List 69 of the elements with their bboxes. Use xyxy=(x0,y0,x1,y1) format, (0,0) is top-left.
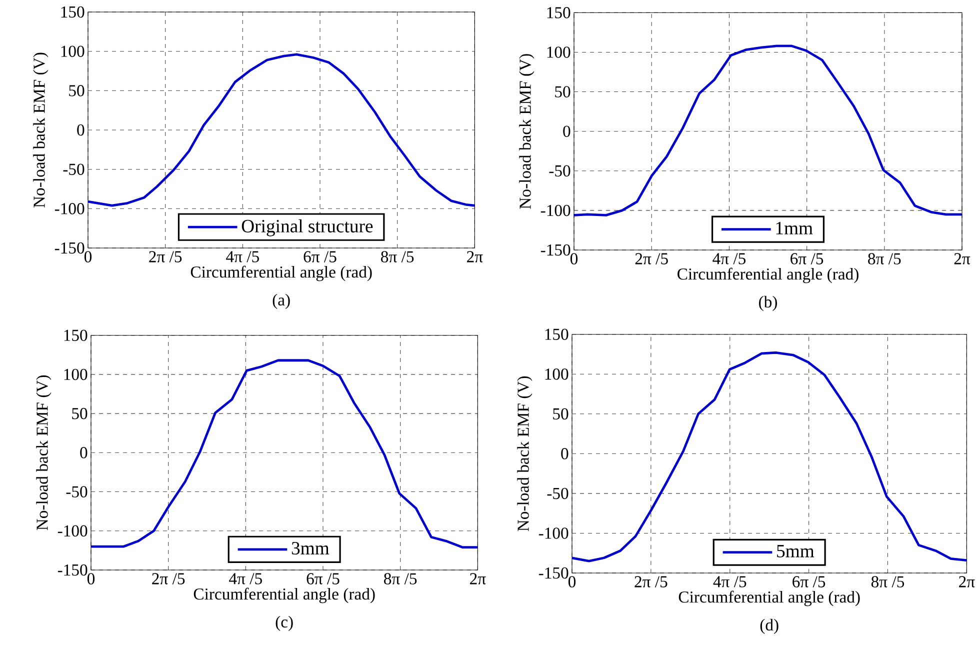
y-tick-label: -50 xyxy=(547,488,568,500)
x-tick-label: 0 xyxy=(570,253,578,264)
legend-label: 5mm xyxy=(777,544,814,558)
x-tick-label: 8π /5 xyxy=(381,251,414,262)
y-tick-label: 50 xyxy=(555,86,570,98)
y-axis-title: No-load back EMF (V) xyxy=(519,54,534,209)
text: (a) xyxy=(272,294,290,309)
y-tick-label: -50 xyxy=(549,165,570,177)
x-tick-label: 4π /5 xyxy=(713,576,746,588)
x-tick-label: 4π /5 xyxy=(226,251,259,262)
y-tick-label: 150 xyxy=(547,7,570,18)
text: (b) xyxy=(759,296,777,311)
legend-label: Original structure xyxy=(242,219,373,236)
x-tick-label: 0 xyxy=(87,573,95,584)
text: (c) xyxy=(276,616,293,631)
y-tick-label: 0 xyxy=(77,124,84,136)
y-tick-label: 50 xyxy=(553,408,568,420)
y-tick-label: -50 xyxy=(66,486,88,498)
y-axis-title: No-load back EMF (V) xyxy=(517,376,532,532)
y-tick-label: -150 xyxy=(54,242,84,254)
y-tick-label: 100 xyxy=(64,368,88,380)
y-tick-label: 150 xyxy=(64,330,88,341)
y-tick-label: -50 xyxy=(63,164,84,175)
x-tick-label: 2π /5 xyxy=(149,251,182,262)
y-tick-label: 150 xyxy=(545,328,568,340)
y-tick-label: 100 xyxy=(545,368,568,380)
legend-label: 3mm xyxy=(292,542,330,555)
x-tick-label: 8π /5 xyxy=(384,573,417,584)
x-tick-label: 2π /5 xyxy=(152,573,185,584)
x-tick-label: 6π /5 xyxy=(792,576,826,588)
x-tick-label: 8π /5 xyxy=(868,253,901,264)
x-axis-title: Circumferential angle (rad) xyxy=(678,268,858,284)
y-tick-label: 100 xyxy=(61,46,84,57)
y-tick-label: 150 xyxy=(61,6,84,18)
y-axis-title: No-load back EMF (V) xyxy=(33,52,48,208)
x-axis-title: Circumferential angle (rad) xyxy=(194,588,375,604)
x-axis-title: Circumferential angle (rad) xyxy=(190,266,372,282)
x-tick-label: 2π /5 xyxy=(634,576,668,588)
line-series xyxy=(86,53,476,207)
y-tick-label: 50 xyxy=(69,85,84,96)
y-tick-label: 50 xyxy=(72,408,88,420)
x-tick-label: 6π /5 xyxy=(790,253,824,264)
x-tick-label: 4π /5 xyxy=(229,573,262,584)
x-axis-title: Circumferential angle (rad) xyxy=(678,590,860,606)
x-tick-label: 2π xyxy=(959,576,975,588)
line-series xyxy=(570,351,968,562)
legend-label: 1mm xyxy=(776,222,813,234)
y-tick-label: -150 xyxy=(540,244,570,256)
x-tick-label: 8π /5 xyxy=(871,576,904,588)
y-tick-label: -100 xyxy=(540,204,570,216)
x-tick-label: 2π xyxy=(470,573,486,584)
y-tick-label: 0 xyxy=(563,126,570,137)
y-tick-label: 0 xyxy=(80,447,88,458)
y-tick-label: 0 xyxy=(561,448,568,460)
x-tick-label: 2π /5 xyxy=(635,253,668,264)
y-tick-label: -100 xyxy=(58,525,88,537)
x-tick-label: 4π /5 xyxy=(712,253,746,264)
y-tick-label: 100 xyxy=(547,46,570,58)
y-tick-label: -100 xyxy=(538,528,568,539)
text: (d) xyxy=(760,618,778,634)
x-tick-label: 6π /5 xyxy=(306,573,340,584)
y-tick-label: -150 xyxy=(58,564,88,576)
y-tick-label: -150 xyxy=(538,567,568,579)
line-series xyxy=(572,44,964,216)
x-tick-label: 6π /5 xyxy=(304,251,336,262)
x-tick-label: 2π xyxy=(467,251,483,262)
x-tick-label: 2π xyxy=(954,253,970,264)
y-tick-label: -100 xyxy=(54,203,84,214)
y-axis-title: No-load back EMF (V) xyxy=(36,375,52,530)
